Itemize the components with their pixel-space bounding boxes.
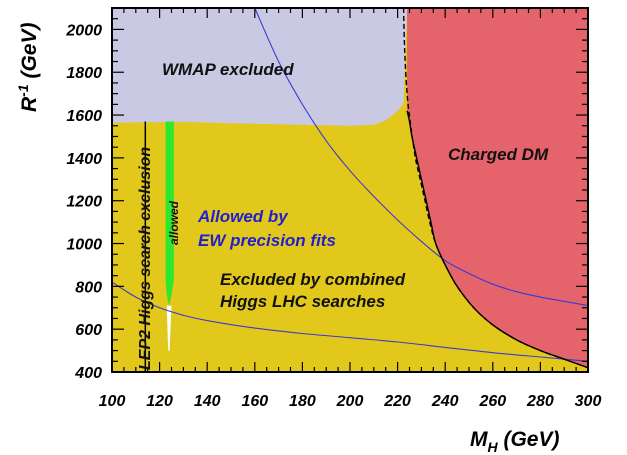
y-tick-label: 800 [75, 279, 102, 296]
y-tick-label: 1200 [66, 194, 102, 211]
ew-fit-upper-curve [254, 8, 588, 307]
allowed-region [165, 121, 174, 306]
x-axis-symbol: M [470, 428, 488, 451]
y-axis-superscript: -1 [15, 84, 31, 97]
x-tick-label: 260 [478, 393, 506, 410]
charged-dm-solid-curve [406, 110, 588, 369]
x-tick-label: 300 [575, 393, 602, 410]
x-axis-unit: (GeV) [498, 428, 560, 451]
ew-fit-label-line2: EW precision fits [198, 231, 336, 250]
allowed-label: allowed [167, 200, 181, 245]
y-tick-label: 2000 [65, 22, 102, 39]
x-tick-label: 100 [99, 393, 126, 410]
x-tick-label: 160 [241, 393, 268, 410]
x-tick-labels: 100 120 140 160 180 200 220 240 260 280 300 [99, 393, 602, 410]
wmap-excluded-region [112, 8, 408, 126]
x-axis-subscript: H [488, 439, 499, 455]
y-tick-label: 1600 [66, 108, 102, 125]
x-tick-label: 200 [336, 393, 364, 410]
y-tick-label: 600 [75, 322, 102, 339]
x-tick-label: 280 [526, 393, 554, 410]
y-axis-title: R-1 (GeV) [15, 23, 41, 112]
y-tick-labels: 400 600 800 1000 1200 1400 1600 1800 2000 [65, 22, 102, 382]
y-tick-label: 400 [74, 365, 102, 382]
lhc-label-line2: Higgs LHC searches [220, 292, 385, 311]
x-axis-title: MH (GeV) [470, 428, 559, 455]
x-tick-label: 180 [289, 393, 316, 410]
charged-dm-region [407, 8, 588, 368]
x-tick-label: 240 [431, 393, 459, 410]
y-axis-symbol: R [18, 96, 41, 112]
wmap-label: WMAP excluded [162, 60, 294, 79]
plot-regions [112, 8, 588, 372]
y-tick-label: 1000 [66, 237, 102, 254]
x-tick-label: 120 [146, 393, 173, 410]
charged-dm-label: Charged DM [448, 145, 549, 164]
lhc-label-line1: Excluded by combined [220, 270, 406, 289]
y-tick-label: 1800 [66, 65, 102, 82]
allowed-white-sliver [166, 305, 172, 351]
lep2-label: LEP2 Higgs search exclusion [137, 147, 154, 370]
y-axis-unit: (GeV) [18, 23, 41, 85]
x-tick-label: 140 [194, 393, 221, 410]
ew-fit-label-line1: Allowed by [197, 207, 289, 226]
axis-ticks [111, 7, 589, 373]
x-tick-label: 220 [383, 393, 411, 410]
ew-fit-lower-curve [112, 281, 588, 362]
y-tick-label: 1400 [66, 151, 102, 168]
